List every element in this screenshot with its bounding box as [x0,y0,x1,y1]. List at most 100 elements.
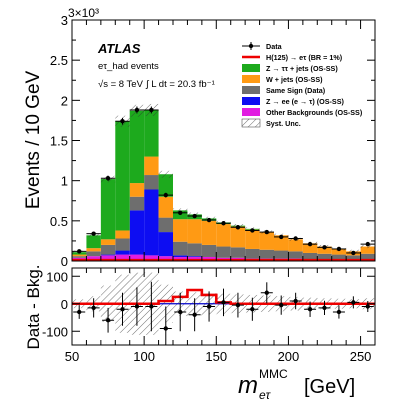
x-axis-sub: eτ [259,388,272,402]
ratio-point-15 [289,292,302,310]
stack-bar-2-1 [86,251,101,257]
data-point-8 [187,213,202,219]
stack-bar-2-17 [317,253,332,260]
data-point-17 [317,245,332,250]
stack-bar-4-3 [115,121,130,231]
stack-bar-3-14 [274,235,289,251]
legend-entry-5: Z → ee (e → τ) (OS-SS) [242,97,344,106]
stack-bar-0-3 [115,254,130,261]
stack-bar-2-5 [144,175,159,190]
stack-bar-3-11 [230,226,246,248]
stack-bar-2-3 [115,238,130,251]
data-point-1 [86,231,101,236]
syst-hatch-6 [158,170,173,178]
stack-bar-0-2 [100,255,116,261]
y-tick-label-1: 0.5 [50,214,68,229]
ratio-point-1 [87,298,100,318]
main-panel: 0 0.5 1 1.5 2 2.5 3 3×10³ Events / 10 GeV ATLA… [23,6,376,269]
stack-bar-3-15 [288,239,303,252]
stack-bar-2-0 [72,256,87,258]
stack-bar-3-7 [173,219,188,242]
data-point-20 [360,241,375,247]
stack-bar-2-18 [331,254,347,260]
stack-bar-2-8 [187,243,202,257]
ratio-point-7 [174,292,187,332]
data-point-18 [331,246,347,252]
x-axis-title: m eτ MMC [GeV] [238,367,355,402]
data-point-4 [129,106,145,114]
ratio-point-18 [332,305,345,319]
stack-bar-3-5 [144,156,159,176]
ratio-y-tick-label-0: -100 [42,324,68,339]
stack-bar-2-7 [173,241,188,256]
stack-bar-2-9 [201,244,217,257]
y-tick-label-3: 1.5 [50,134,68,149]
stack-bar-3-12 [245,229,260,249]
y-tick-label-0: 0 [61,254,68,269]
ratio-point-13 [260,282,273,304]
legend-entry-2: Z → ττ + jets (OS-SS) [242,64,338,73]
data-point-9 [201,217,217,223]
data-point-7 [173,210,188,215]
ratio-point-12 [246,297,259,321]
ratio-point-2 [102,307,115,333]
stack-bar-3-2 [100,239,116,245]
ratio-point-11 [231,292,244,318]
stack-bar-3-4 [129,183,145,197]
stack-bar-3-1 [86,248,101,252]
data-point-5 [144,106,159,114]
stack-bar-2-12 [245,248,260,259]
stack-bar-3-8 [187,219,202,244]
legend-entry-6: Other Backgrounds (OS-SS) [242,108,363,117]
data-point-16 [302,241,318,247]
stack-bar-2-14 [274,250,289,259]
ratio-y-tick-label-1: 0 [61,297,68,312]
stack-bar-2-6 [158,217,173,233]
legend-label-6: Other Backgrounds (OS-SS) [266,108,363,117]
legend-entry-7: Syst. Unc. [241,118,301,128]
stack-bar-3-20 [360,246,375,254]
ratio-point-14 [275,295,288,315]
stack-bar-2-15 [288,251,303,259]
stack-bar-0-5 [144,255,159,261]
legend-entry-1: H(125) → eτ (BR = 1%) [242,53,343,62]
legend-entry-0: Data [242,42,283,51]
stack-bar-3-6 [158,196,173,218]
y-tick-label-5: 2.5 [50,53,68,68]
x-tick-label-3: 200 [278,349,300,364]
y-axis-label: Events / 10 GeV [23,70,44,209]
stack-bar-0-1 [86,256,101,261]
ratio-point-4 [130,287,143,326]
legend-label-5: Z → ee (e → τ) (OS-SS) [266,97,344,106]
stack-bar-1-3 [115,250,130,255]
stack-bar-4-4 [129,110,145,184]
stack-bar-2-4 [129,196,145,211]
main-y-axis: 0 0.5 1 1.5 2 2.5 3 [50,13,375,269]
stack-bar-0-4 [129,254,145,261]
stack-bar-2-19 [346,255,361,260]
legend-label-0: Data [266,42,283,51]
legend-label-2: Z → ττ + jets (OS-SS) [266,64,338,73]
ratio-point-10 [217,288,230,317]
main-x-ticks [71,20,376,261]
stack-bar-2-16 [302,252,318,260]
energy-label: √s = 8 TeV [98,79,144,90]
stack-bar-2-10 [216,246,231,258]
y-exponent: 3×10³ [68,6,99,20]
data-point-2 [100,175,116,181]
stack-bar-1-6 [158,232,173,257]
legend-label-1: H(125) → eτ (BR = 1%) [266,53,343,62]
syst-hatch-20 [360,244,375,249]
ratio-point-5 [145,281,158,332]
stack-bar-0-6 [158,256,173,261]
stack-bar-4-1 [86,235,101,249]
ratio-point-0 [73,305,86,319]
data-point-12 [245,228,260,233]
data-point-13 [259,229,274,235]
stack-bar-3-3 [115,230,130,239]
data-point-3 [115,117,130,125]
data-point-15 [288,236,303,241]
x-axis-m: m [238,372,258,399]
x-axis: 50 100 150 200 250 [65,268,376,364]
